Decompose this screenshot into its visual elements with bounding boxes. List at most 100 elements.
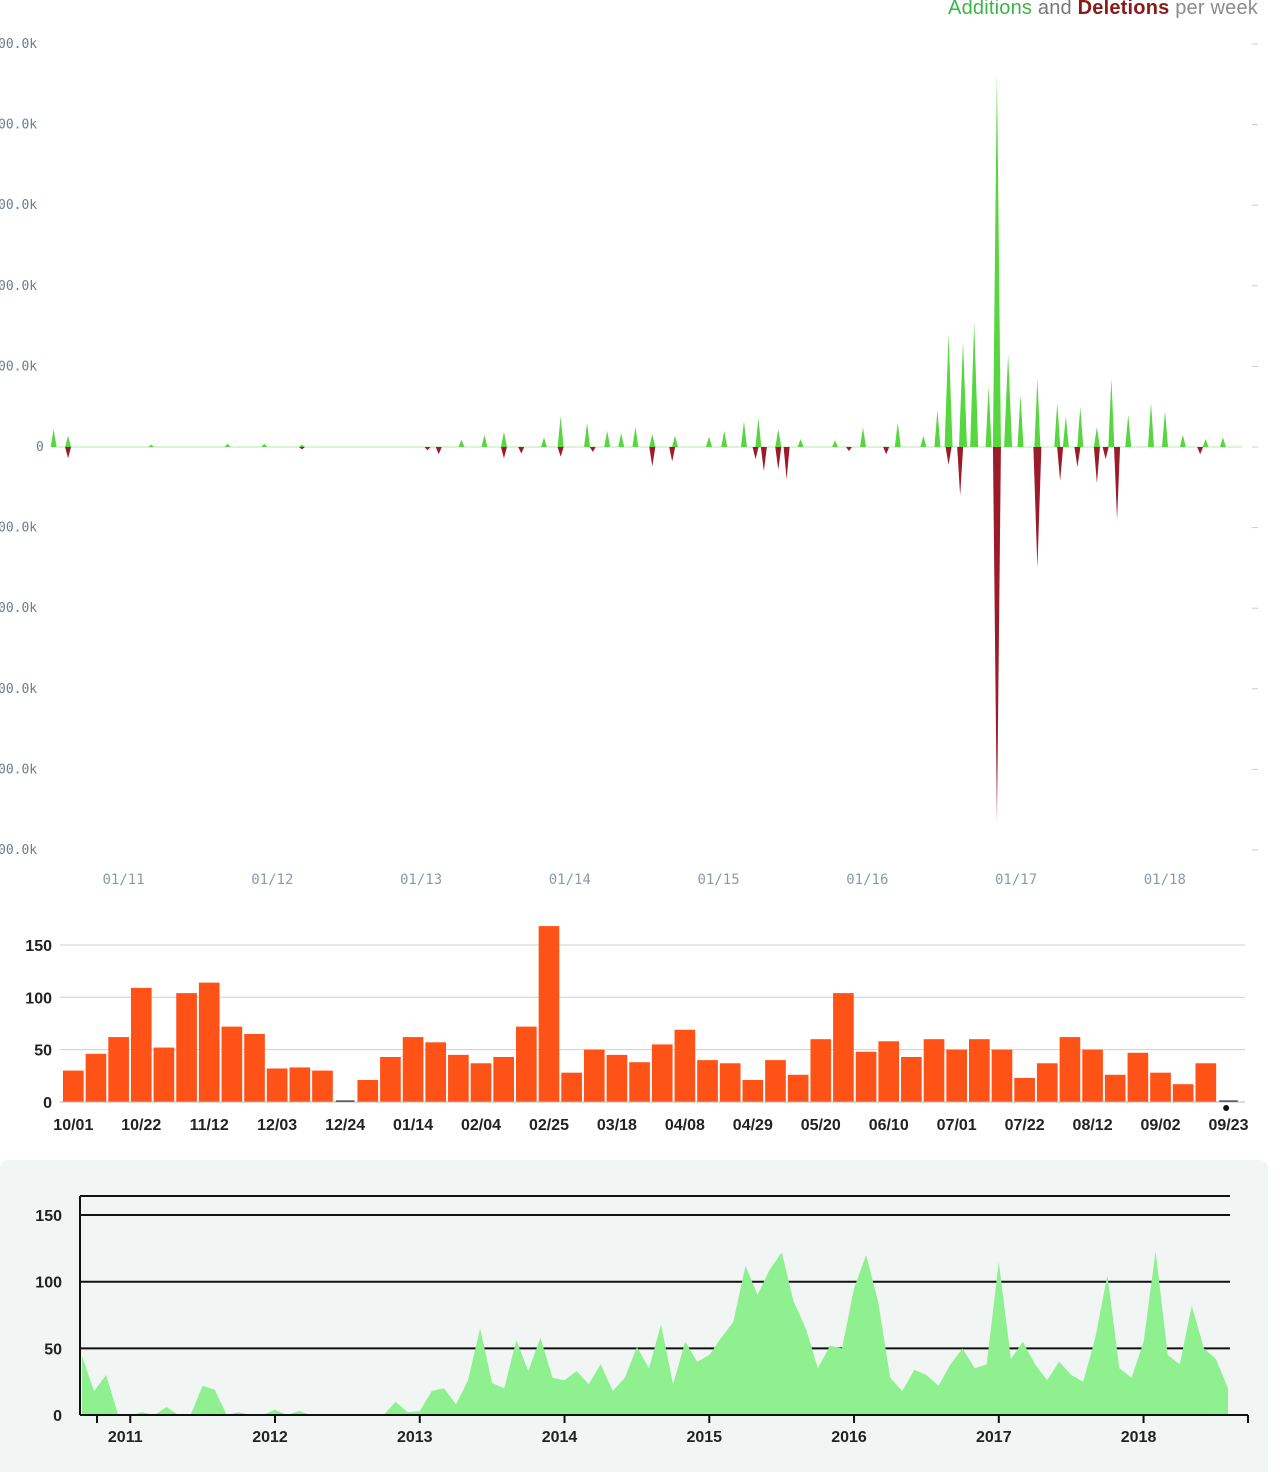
y-tick-label: 00.0k	[0, 601, 37, 616]
bar	[1014, 1077, 1035, 1102]
additions-deletions-chart: 00.0k 00.0k 00.0k 00.0k 00.0k 0 00.0k 00.0k 00.0…	[0, 37, 1258, 888]
additions-spike	[1093, 426, 1100, 447]
bar	[335, 1100, 355, 1102]
x-tick-label: 04/29	[733, 1117, 773, 1134]
y-tick-label: 100	[35, 1275, 62, 1292]
additions-spike	[618, 433, 625, 447]
x-tick-label: 2017	[976, 1429, 1012, 1446]
additions-spike	[65, 435, 72, 447]
x-tick-label: 01/17	[995, 872, 1037, 888]
bar	[402, 1037, 424, 1102]
x-tick-label: 12/03	[257, 1117, 297, 1134]
additions-spike	[1219, 437, 1226, 447]
bar	[833, 993, 854, 1102]
current-week-marker	[1223, 1105, 1230, 1111]
y-tick-label: 00.0k	[0, 118, 37, 133]
deletions-spike	[518, 447, 525, 454]
bar	[108, 1037, 129, 1102]
additions-spike	[500, 431, 507, 447]
deletions-spike	[760, 447, 767, 472]
additions-spike	[1017, 394, 1024, 447]
additions-spike	[775, 429, 782, 447]
x-tick-label: 2012	[252, 1429, 288, 1446]
bar	[1104, 1074, 1126, 1102]
bar	[425, 1042, 447, 1102]
activity-area	[82, 1251, 1228, 1415]
additions-spike	[992, 72, 1001, 448]
bar	[1172, 1084, 1194, 1102]
x-tick-label: 07/01	[937, 1117, 977, 1134]
additions-spike	[934, 409, 941, 447]
deletions-spike	[992, 447, 1001, 822]
bar	[176, 993, 197, 1102]
y-tick-label: 00.0k	[0, 37, 37, 52]
additions-spike	[224, 443, 231, 447]
bar	[63, 1070, 84, 1102]
bar	[289, 1067, 311, 1102]
y-tick-label: 00.0k	[0, 843, 37, 858]
additions-spike	[797, 438, 804, 447]
x-tick-label: 01/14	[393, 1117, 433, 1134]
additions-spike	[1202, 438, 1209, 447]
chart-legend: Additions and Deletions per week	[948, 0, 1258, 20]
legend-deletions: Deletions	[1077, 0, 1170, 19]
deletions-spike	[557, 447, 564, 457]
bar	[561, 1072, 582, 1102]
x-tick-label: 04/08	[665, 1117, 705, 1134]
deletions-spike	[1057, 447, 1064, 481]
legend-and: and	[1037, 0, 1072, 19]
deletions-spike	[669, 447, 676, 462]
additions-spike	[1179, 434, 1186, 447]
y-tick-label: 50	[34, 1043, 52, 1060]
deletions-spike	[298, 447, 305, 450]
bar	[901, 1056, 922, 1102]
deletions-spike	[1074, 447, 1081, 468]
x-tick-label: 2014	[542, 1429, 578, 1446]
deletions-spike	[1114, 447, 1121, 520]
deletions-spike	[783, 447, 790, 480]
bar	[674, 1029, 696, 1102]
x-tick-label: 10/22	[121, 1117, 161, 1134]
additions-deletions-panel: Additions and Deletions per week 00.0k 00…	[0, 0, 1258, 888]
bar	[153, 1047, 175, 1102]
bar	[312, 1070, 333, 1102]
bar	[1082, 1049, 1103, 1102]
x-tick-label: 01/12	[251, 872, 293, 888]
y-tick-label: 50	[44, 1341, 62, 1358]
deletions-spike	[846, 447, 853, 452]
additions-spike	[860, 427, 867, 447]
x-tick-label: 01/11	[103, 872, 145, 888]
bar	[923, 1039, 945, 1102]
bar	[493, 1056, 514, 1102]
deletions-spike	[1033, 447, 1042, 568]
bar	[878, 1041, 900, 1102]
x-tick-label: 09/23	[1208, 1117, 1248, 1134]
additions-spike	[705, 436, 712, 447]
bar	[1059, 1037, 1081, 1102]
additions-spike	[1162, 410, 1169, 447]
y-tick-label: 150	[25, 938, 52, 955]
x-tick-label: 02/04	[461, 1117, 501, 1134]
x-tick-label: 08/12	[1073, 1117, 1113, 1134]
bar	[629, 1062, 650, 1102]
bar	[357, 1080, 379, 1102]
y-tick-label: 0	[53, 1408, 62, 1425]
deletions-spike	[1197, 447, 1204, 455]
x-tick-label: 05/20	[801, 1117, 841, 1134]
deletions-spike	[649, 447, 656, 467]
deletions-spike	[500, 447, 507, 459]
additions-spike	[261, 443, 268, 447]
additions-spike	[1125, 414, 1132, 447]
x-tick-label: 03/18	[597, 1117, 637, 1134]
bar	[448, 1054, 469, 1102]
x-tick-label: 01/18	[1144, 872, 1186, 888]
deletions-spike	[435, 447, 442, 455]
bar	[787, 1074, 809, 1102]
y-tick-label: 00.0k	[0, 198, 37, 213]
y-tick-label: 00.0k	[0, 762, 37, 777]
bar	[765, 1060, 786, 1102]
bar	[606, 1054, 628, 1102]
additions-spike	[481, 434, 488, 447]
bar	[742, 1080, 764, 1102]
additions-spike	[148, 444, 155, 447]
